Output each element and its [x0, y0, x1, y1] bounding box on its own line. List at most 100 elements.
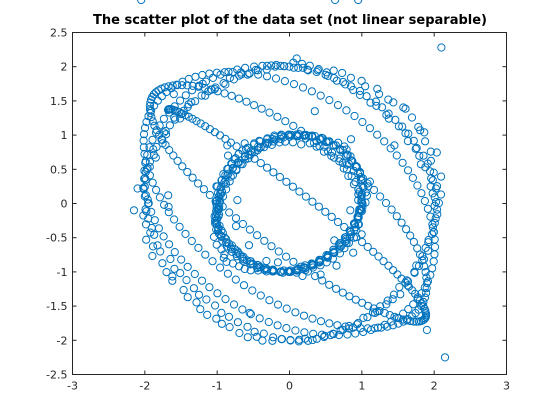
scatter-point: [303, 336, 313, 345]
scatter-point: [179, 285, 188, 295]
scatter-point: [349, 166, 358, 175]
x-tick-label: 1: [358, 380, 365, 393]
scatter-point: [201, 250, 210, 259]
scatter-point: [354, 213, 363, 222]
scatter-point: [377, 323, 386, 332]
scatter-point: [182, 276, 191, 285]
scatter-point: [321, 207, 330, 216]
scatter-point: [403, 315, 412, 324]
scatter-point: [397, 274, 406, 283]
scatter-point: [307, 87, 316, 96]
scatter-point: [254, 261, 263, 270]
scatter-point: [287, 130, 296, 139]
scatter-point: [149, 150, 158, 159]
scatter-point: [205, 125, 214, 134]
scatter-point: [273, 112, 282, 121]
scatter-point: [319, 147, 329, 156]
scatter-point: [382, 300, 391, 309]
scatter-point: [188, 173, 197, 182]
scatter-point: [286, 335, 295, 345]
scatter-point: [213, 182, 222, 191]
scatter-point: [215, 221, 224, 230]
scatter-point: [366, 98, 375, 107]
scatter-point: [325, 280, 334, 289]
scatter-point: [238, 160, 247, 169]
scatter-point: [198, 79, 207, 88]
scatter-point: [275, 172, 284, 182]
scatter-point: [315, 135, 324, 144]
scatter-point: [260, 236, 269, 245]
scatter-point: [424, 246, 433, 255]
scatter-point: [363, 313, 372, 322]
scatter-point: [218, 236, 227, 245]
scatter-point: [262, 256, 271, 266]
scatter-point: [326, 331, 335, 340]
y-tick-label: -1: [57, 266, 68, 279]
scatter-point: [150, 216, 159, 225]
scatter-point: [245, 69, 254, 78]
scatter-point: [316, 270, 325, 279]
scatter-point: [426, 182, 435, 191]
scatter-point: [417, 189, 426, 198]
scatter-point: [316, 317, 326, 326]
scatter-point: [161, 126, 170, 136]
scatter-point: [334, 330, 344, 340]
scatter-point: [428, 176, 437, 185]
scatter-point: [359, 313, 368, 322]
scatter-point: [208, 257, 217, 266]
scatter-point: [357, 198, 366, 207]
scatter-point: [406, 317, 415, 326]
scatter-point: [310, 107, 319, 116]
scatter-point: [170, 264, 179, 273]
scatter-point: [221, 134, 230, 143]
x-tick-label: 3: [503, 380, 510, 393]
scatter-point: [147, 95, 156, 104]
scatter-point: [333, 321, 342, 330]
scatter-point: [389, 98, 398, 107]
scatter-point: [271, 74, 281, 83]
scatter-point: [332, 284, 341, 293]
scatter-point: [216, 185, 225, 194]
scatter-point: [406, 231, 415, 240]
scatter-point: [194, 243, 203, 252]
y-tick-label: -2.5: [46, 369, 67, 382]
scatter-point: [426, 212, 435, 221]
scatter-point: [164, 82, 173, 91]
scatter-point: [430, 201, 439, 210]
scatter-point: [265, 296, 274, 305]
chart-title: The scatter plot of the data set (not li…: [93, 13, 487, 28]
scatter-point: [408, 173, 417, 182]
x-tick-label: -3: [67, 380, 78, 393]
scatter-point: [219, 79, 228, 88]
scatter-point: [329, 247, 338, 256]
scatter-point: [233, 158, 242, 167]
scatter-point: [331, 141, 340, 150]
scatter-point: [429, 227, 438, 237]
scatter-point: [181, 91, 190, 100]
scatter-point: [165, 121, 174, 130]
scatter-point: [384, 109, 393, 118]
scatter-point: [263, 134, 272, 143]
scatter-point: [175, 222, 184, 231]
scatter-point: [404, 305, 413, 314]
scatter-point: [148, 251, 157, 261]
scatter-point: [285, 267, 294, 276]
scatter-point: [297, 126, 306, 135]
scatter-point: [248, 286, 257, 295]
scatter-point: [235, 328, 244, 338]
scatter-point: [246, 257, 255, 266]
x-tick-label: 0: [286, 380, 293, 393]
scatter-point: [276, 132, 286, 141]
scatter-point: [273, 258, 282, 267]
scatter-point: [183, 167, 192, 177]
scatter-point: [154, 224, 163, 233]
scatter-point: [231, 275, 240, 284]
scatter-point: [361, 188, 370, 197]
scatter-point: [150, 230, 159, 239]
scatter-point: [301, 192, 310, 201]
scatter-point: [303, 65, 312, 74]
scatter-point: [245, 225, 254, 234]
scatter-point: [183, 81, 192, 90]
scatter-point: [333, 101, 343, 110]
scatter-point: [351, 329, 360, 338]
